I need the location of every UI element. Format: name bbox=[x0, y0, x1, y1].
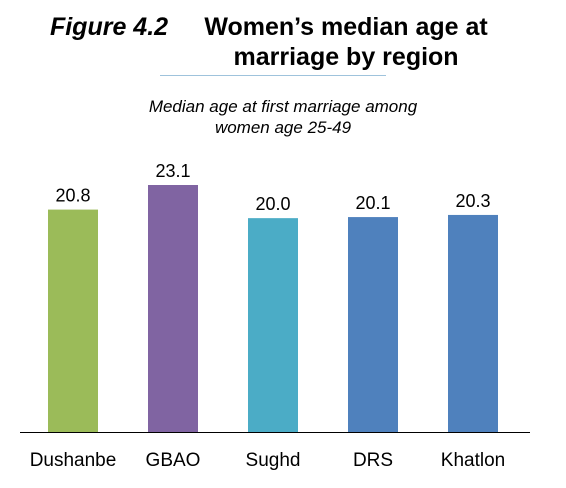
data-label: 20.3 bbox=[455, 191, 490, 211]
data-label: 23.1 bbox=[155, 161, 190, 181]
chart-title: Figure 4.2 Women’s median age at marriage… bbox=[0, 12, 566, 72]
subtitle-line-2: women age 25-49 bbox=[214, 118, 352, 137]
bar-dushanbe bbox=[48, 209, 98, 432]
data-label: 20.0 bbox=[255, 194, 290, 214]
category-label: Sughd bbox=[246, 450, 301, 471]
category-label: Dushanbe bbox=[30, 450, 117, 471]
bar-drs bbox=[348, 217, 398, 432]
bar-khatlon bbox=[448, 214, 498, 432]
category-label: DRS bbox=[353, 450, 393, 471]
bar-gbao bbox=[148, 185, 198, 432]
figure-title-text: Women’s median age at marriage by region bbox=[204, 13, 488, 71]
title-underline bbox=[160, 75, 386, 76]
bar-sughd bbox=[248, 218, 298, 432]
chart-subtitle: Median age at first marriage among women… bbox=[0, 96, 566, 138]
subtitle-line-1: Median age at first marriage among bbox=[148, 97, 418, 116]
data-label: 20.1 bbox=[355, 193, 390, 213]
data-label: 20.8 bbox=[55, 186, 90, 206]
category-label: GBAO bbox=[146, 450, 201, 471]
figure-number: Figure 4.2 bbox=[49, 13, 169, 41]
category-label: Khatlon bbox=[441, 450, 505, 471]
